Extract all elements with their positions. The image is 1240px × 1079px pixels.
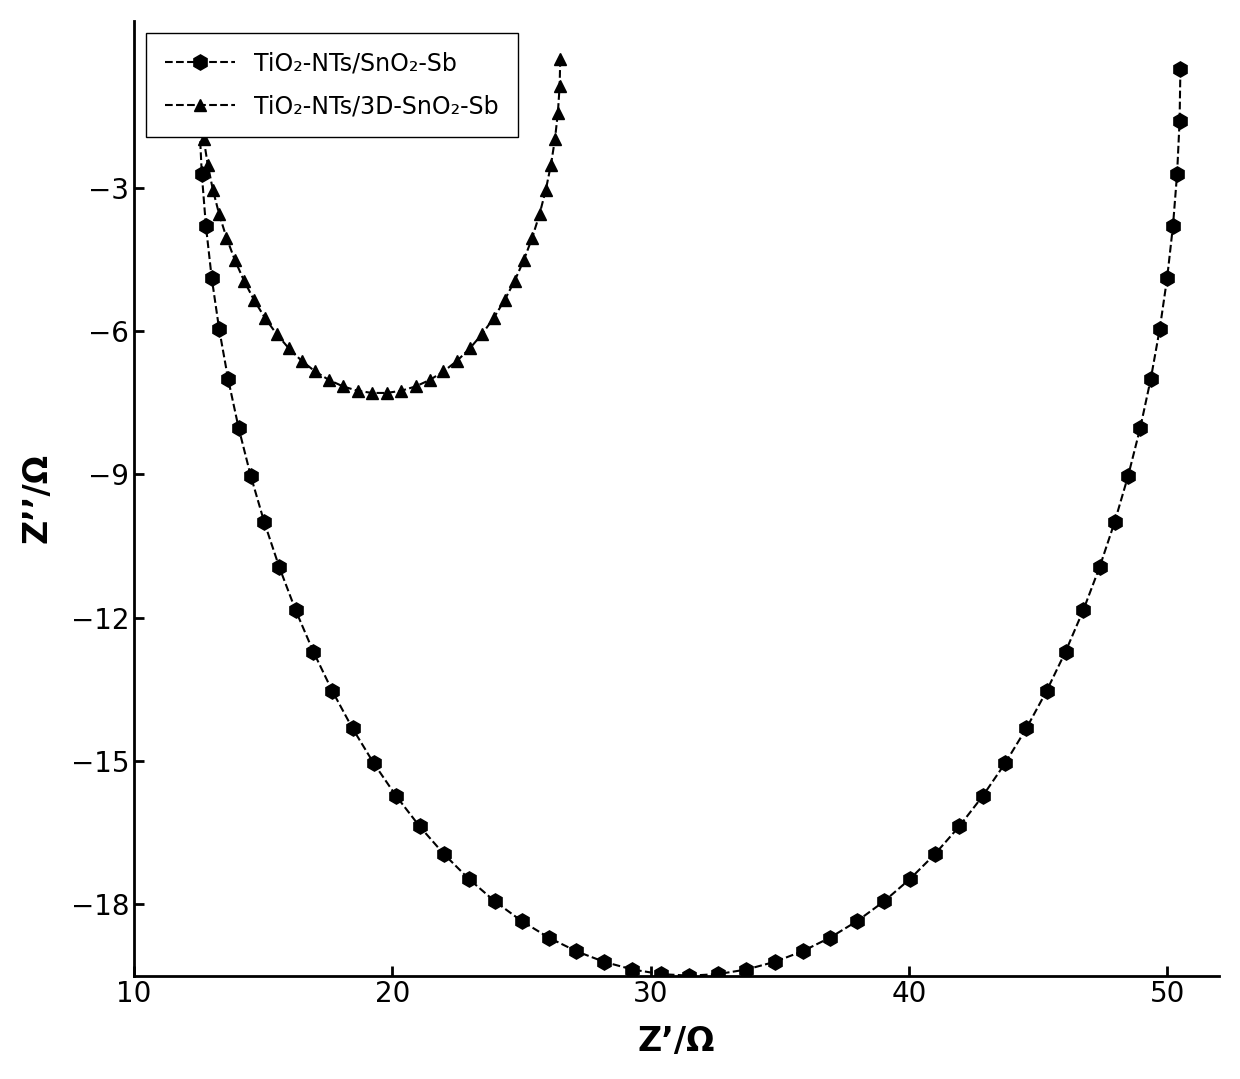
TiO₂-NTs/SnO₂-Sb <box>1143 372 1158 385</box>
TiO₂-NTs/3D-SnO₂-Sb <box>379 386 394 399</box>
TiO₂-NTs/3D-SnO₂-Sb <box>449 355 464 368</box>
TiO₂-NTs/3D-SnO₂-Sb <box>237 274 252 287</box>
Legend: TiO₂-NTs/SnO₂-Sb, TiO₂-NTs/3D-SnO₂-Sb: TiO₂-NTs/SnO₂-Sb, TiO₂-NTs/3D-SnO₂-Sb <box>145 32 518 137</box>
TiO₂-NTs/3D-SnO₂-Sb <box>408 380 423 393</box>
TiO₂-NTs/SnO₂-Sb <box>192 114 207 127</box>
TiO₂-NTs/3D-SnO₂-Sb <box>206 183 221 196</box>
TiO₂-NTs/3D-SnO₂-Sb <box>201 159 216 172</box>
TiO₂-NTs/3D-SnO₂-Sb <box>350 384 365 397</box>
TiO₂-NTs/3D-SnO₂-Sb <box>463 342 477 355</box>
Line: TiO₂-NTs/3D-SnO₂-Sb: TiO₂-NTs/3D-SnO₂-Sb <box>192 53 567 399</box>
TiO₂-NTs/3D-SnO₂-Sb <box>551 106 565 119</box>
TiO₂-NTs/SnO₂-Sb <box>682 969 697 982</box>
TiO₂-NTs/3D-SnO₂-Sb <box>321 373 336 386</box>
TiO₂-NTs/3D-SnO₂-Sb <box>497 293 512 306</box>
TiO₂-NTs/3D-SnO₂-Sb <box>543 159 558 172</box>
TiO₂-NTs/3D-SnO₂-Sb <box>227 254 242 267</box>
TiO₂-NTs/3D-SnO₂-Sb <box>436 365 451 378</box>
TiO₂-NTs/3D-SnO₂-Sb <box>212 208 227 221</box>
TiO₂-NTs/3D-SnO₂-Sb <box>219 231 234 244</box>
TiO₂-NTs/3D-SnO₂-Sb <box>258 312 273 325</box>
TiO₂-NTs/3D-SnO₂-Sb <box>294 355 309 368</box>
TiO₂-NTs/3D-SnO₂-Sb <box>507 274 522 287</box>
TiO₂-NTs/3D-SnO₂-Sb <box>191 53 206 66</box>
TiO₂-NTs/SnO₂-Sb <box>1092 560 1107 573</box>
TiO₂-NTs/3D-SnO₂-Sb <box>394 384 409 397</box>
TiO₂-NTs/3D-SnO₂-Sb <box>552 80 567 93</box>
TiO₂-NTs/SnO₂-Sb <box>212 323 227 336</box>
TiO₂-NTs/3D-SnO₂-Sb <box>281 342 296 355</box>
TiO₂-NTs/3D-SnO₂-Sb <box>196 133 211 146</box>
TiO₂-NTs/SnO₂-Sb <box>191 63 206 76</box>
TiO₂-NTs/SnO₂-Sb <box>1173 63 1188 76</box>
TiO₂-NTs/3D-SnO₂-Sb <box>365 386 379 399</box>
TiO₂-NTs/3D-SnO₂-Sb <box>423 373 438 386</box>
TiO₂-NTs/SnO₂-Sb <box>877 894 892 907</box>
Y-axis label: Z’’/Ω: Z’’/Ω <box>21 453 53 543</box>
TiO₂-NTs/SnO₂-Sb <box>1039 684 1054 697</box>
TiO₂-NTs/3D-SnO₂-Sb <box>553 53 568 66</box>
TiO₂-NTs/3D-SnO₂-Sb <box>475 328 490 341</box>
TiO₂-NTs/3D-SnO₂-Sb <box>525 231 539 244</box>
TiO₂-NTs/3D-SnO₂-Sb <box>538 183 553 196</box>
TiO₂-NTs/3D-SnO₂-Sb <box>486 312 501 325</box>
TiO₂-NTs/3D-SnO₂-Sb <box>269 328 284 341</box>
TiO₂-NTs/3D-SnO₂-Sb <box>308 365 322 378</box>
TiO₂-NTs/3D-SnO₂-Sb <box>517 254 532 267</box>
TiO₂-NTs/3D-SnO₂-Sb <box>548 133 563 146</box>
TiO₂-NTs/3D-SnO₂-Sb <box>192 80 207 93</box>
X-axis label: Z’/Ω: Z’/Ω <box>637 1025 715 1058</box>
TiO₂-NTs/3D-SnO₂-Sb <box>193 106 208 119</box>
Line: TiO₂-NTs/SnO₂-Sb: TiO₂-NTs/SnO₂-Sb <box>191 60 1188 983</box>
TiO₂-NTs/3D-SnO₂-Sb <box>336 380 351 393</box>
TiO₂-NTs/3D-SnO₂-Sb <box>532 208 547 221</box>
TiO₂-NTs/3D-SnO₂-Sb <box>247 293 262 306</box>
